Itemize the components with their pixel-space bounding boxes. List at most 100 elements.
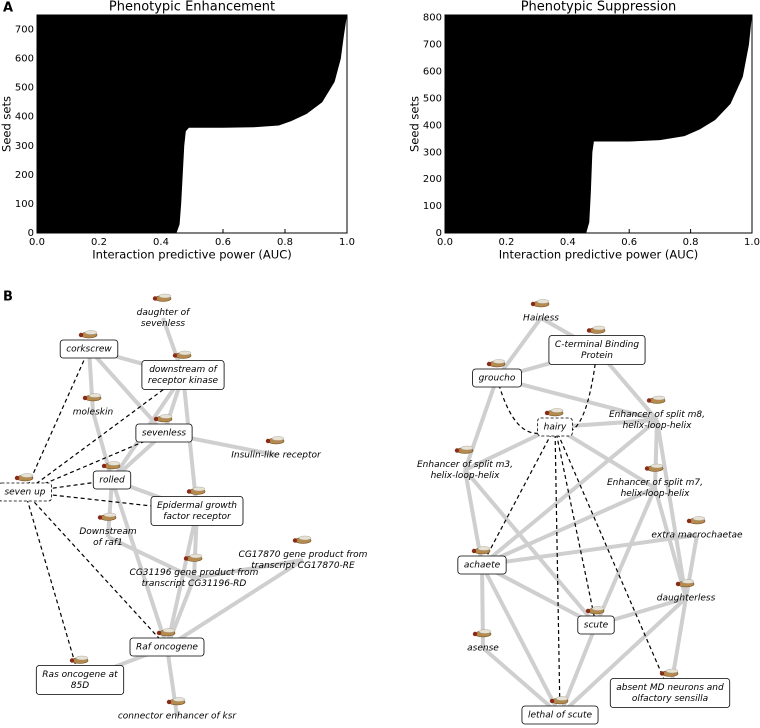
fly-head	[153, 416, 159, 422]
node-box	[59, 339, 119, 359]
edge	[496, 376, 658, 422]
fly-head	[659, 671, 665, 676]
node: extra macrochaetae	[651, 516, 743, 541]
node: groucho	[472, 359, 522, 388]
node-label: downstream of	[149, 365, 218, 375]
fly-wing	[681, 579, 695, 584]
fly-head	[686, 518, 692, 524]
fly-wing	[88, 393, 102, 398]
node-label: Enhancer of split m3,	[417, 460, 513, 470]
dashed-edge	[24, 491, 81, 681]
y-tick-label: 200	[423, 174, 442, 185]
node-label: asense	[467, 644, 499, 654]
node-label: olfactory sensilla	[632, 694, 708, 704]
fly-wing	[84, 330, 98, 335]
x-tick-label: 0.4	[153, 237, 169, 248]
node-label: achaete	[464, 561, 501, 571]
fly-wing	[178, 350, 192, 356]
y-tick-label: 300	[15, 141, 34, 152]
fly-wing	[652, 395, 666, 401]
node: scute	[577, 606, 615, 635]
fly-head	[172, 353, 178, 358]
fly-head	[586, 328, 592, 333]
dashed-edge	[481, 426, 556, 566]
edge	[106, 479, 114, 538]
y-tick-label: 400	[423, 120, 442, 131]
node-label: helix-loop-helix	[431, 471, 501, 481]
fly-wing	[650, 463, 664, 469]
dashed-edge	[24, 491, 168, 648]
x-tick-label: 0.6	[215, 237, 231, 248]
node-label: C-terminal Binding	[555, 340, 639, 350]
node-label: sevenless	[142, 429, 187, 439]
x-tick-label: 0.0	[29, 237, 45, 248]
fly-wing	[103, 512, 117, 518]
edge	[653, 419, 659, 489]
fly-head	[156, 630, 162, 636]
fly-head	[486, 361, 492, 367]
edge	[684, 534, 699, 599]
node: Insulin-like receptor	[231, 436, 322, 461]
node-label: transcript CG31196-RD	[142, 579, 247, 589]
node-label: receptor kinase	[148, 376, 219, 386]
node: moleskin	[73, 393, 114, 418]
node-label: daughterless	[657, 594, 716, 604]
node-label: sevenless	[141, 319, 186, 329]
fly-head	[544, 410, 550, 416]
edge	[165, 558, 305, 649]
fly-head	[152, 296, 158, 301]
fly-wing	[20, 473, 34, 478]
fly-wing	[192, 486, 206, 492]
x-tick-label: 1.0	[744, 237, 760, 248]
fly-head	[644, 466, 650, 471]
edge	[193, 558, 304, 580]
fly-wing	[162, 628, 176, 633]
fly-wing	[665, 668, 679, 674]
y-axis-label: Seed sets	[408, 96, 422, 152]
node: Enhancer of split m7,helix-loop-helix	[607, 463, 703, 499]
plot-frame	[444, 14, 753, 234]
fly-head	[101, 463, 107, 469]
node-label: Hairless	[523, 314, 559, 324]
y-tick-label: 700	[423, 40, 442, 51]
node: lethal of scute	[521, 696, 599, 725]
fly-head	[69, 658, 75, 663]
area	[445, 15, 752, 233]
fly-wing	[460, 445, 474, 451]
fly-head	[97, 515, 103, 520]
node-label: of raf1	[93, 538, 123, 548]
edge	[480, 418, 659, 567]
node: Enhancer of split m8,helix-loop-helix	[609, 395, 705, 431]
dashed-edge	[554, 426, 597, 626]
y-tick-label: 500	[15, 83, 34, 94]
node-label: Downstream	[79, 527, 136, 537]
fly-wing	[271, 436, 285, 441]
y-tick-label: 800	[423, 13, 442, 24]
dashed-edge	[24, 491, 198, 512]
node-box	[577, 615, 615, 635]
node-label: Protein	[581, 351, 613, 361]
y-axis-label: Seed sets	[0, 96, 14, 152]
fly-wing	[477, 546, 491, 551]
node: seven up	[0, 473, 52, 502]
y-tick-label: 0	[436, 228, 442, 239]
node-label: CG31196 gene product from	[130, 568, 259, 578]
x-tick-label: 0.8	[683, 237, 699, 248]
node-label: connector enhancer of ksr	[118, 712, 238, 722]
node-box	[150, 496, 244, 526]
edge	[480, 564, 562, 716]
edge	[481, 486, 656, 567]
fly-head	[472, 631, 478, 637]
y-tick-label: 300	[423, 147, 442, 158]
fly-wing	[478, 629, 492, 634]
node: daughterless	[657, 579, 716, 604]
node-label: factor receptor	[163, 512, 232, 522]
dashed-edge	[554, 426, 561, 716]
node: Raf oncogene	[129, 628, 205, 657]
edge	[558, 596, 688, 717]
fly-wing	[555, 696, 569, 701]
